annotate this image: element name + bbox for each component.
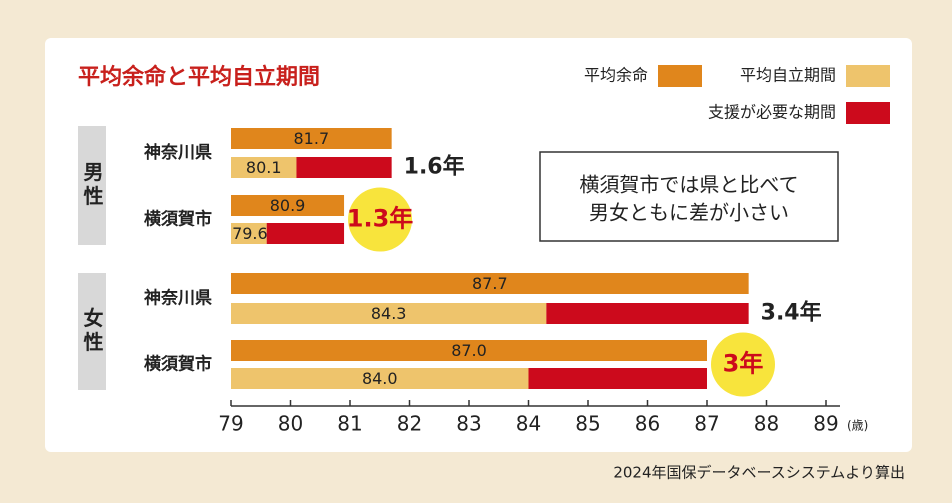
group-label: 女性 [80,306,104,355]
legend-swatch [658,65,702,87]
bar-value-label: 80.9 [270,196,306,215]
highlight-circle [711,332,775,397]
bar [231,303,547,324]
group-label: 男性 [80,162,104,210]
chart-title: 平均余命と平均自立期間 [78,64,320,90]
highlight-circle [348,187,413,252]
x-tick-label: 86 [635,412,660,436]
bar-value-label: 84.0 [362,369,398,388]
category-label: 神奈川県 [144,288,212,309]
group-box [78,273,106,390]
x-tick-label: 80 [278,412,303,436]
bar-value-label: 79.6 [232,224,268,243]
gap-label: 3.4年 [761,300,822,326]
x-tick-label: 87 [694,412,719,436]
gap-label: 1.6年 [404,154,465,180]
x-tick-label: 79 [218,412,243,436]
x-tick-label: 85 [575,412,600,436]
legend-label: 平均余命 [584,66,648,85]
x-tick-label: 82 [397,412,422,436]
bar-segment [266,223,345,244]
bar-segment [546,303,749,324]
bar-segment [528,368,707,389]
category-label: 横須賀市 [144,354,212,375]
x-tick-label: 83 [456,412,481,436]
bar [231,195,345,216]
group-box [78,126,106,245]
bar-value-label: 80.1 [246,158,282,177]
x-tick-label: 84 [516,412,541,436]
category-label: 横須賀市 [144,209,212,230]
bar [231,273,749,294]
x-tick-label: 81 [337,412,362,436]
bar [231,223,267,244]
card [45,38,912,452]
annotation: 横須賀市では県と比べて [579,173,798,197]
bar-value-label: 81.7 [294,129,330,148]
x-tick-label: 89 [813,412,838,436]
gap-label: 1.3年 [347,205,414,233]
annotation-box [539,151,839,242]
bar-value-label: 87.0 [451,341,487,360]
legend-swatch [846,102,890,124]
bar [231,368,529,389]
bar-value-label: 84.3 [371,304,407,323]
annotation: 男女ともに差が小さい [589,201,789,225]
legend-label: 平均自立期間 [740,66,836,85]
legend-label: 支援が必要な期間 [708,103,836,122]
bar-segment [296,157,392,178]
bar [231,157,297,178]
bar [231,128,392,149]
bar-value-label: 87.7 [472,274,508,293]
x-tick-label: 88 [754,412,779,436]
gap-label: 3年 [723,350,764,378]
category-label: 神奈川県 [144,142,212,163]
bar [231,340,707,361]
x-unit: (歳) [847,419,868,433]
legend-swatch [846,65,890,87]
source: 2024年国保データベースシステムより算出 [613,464,905,482]
